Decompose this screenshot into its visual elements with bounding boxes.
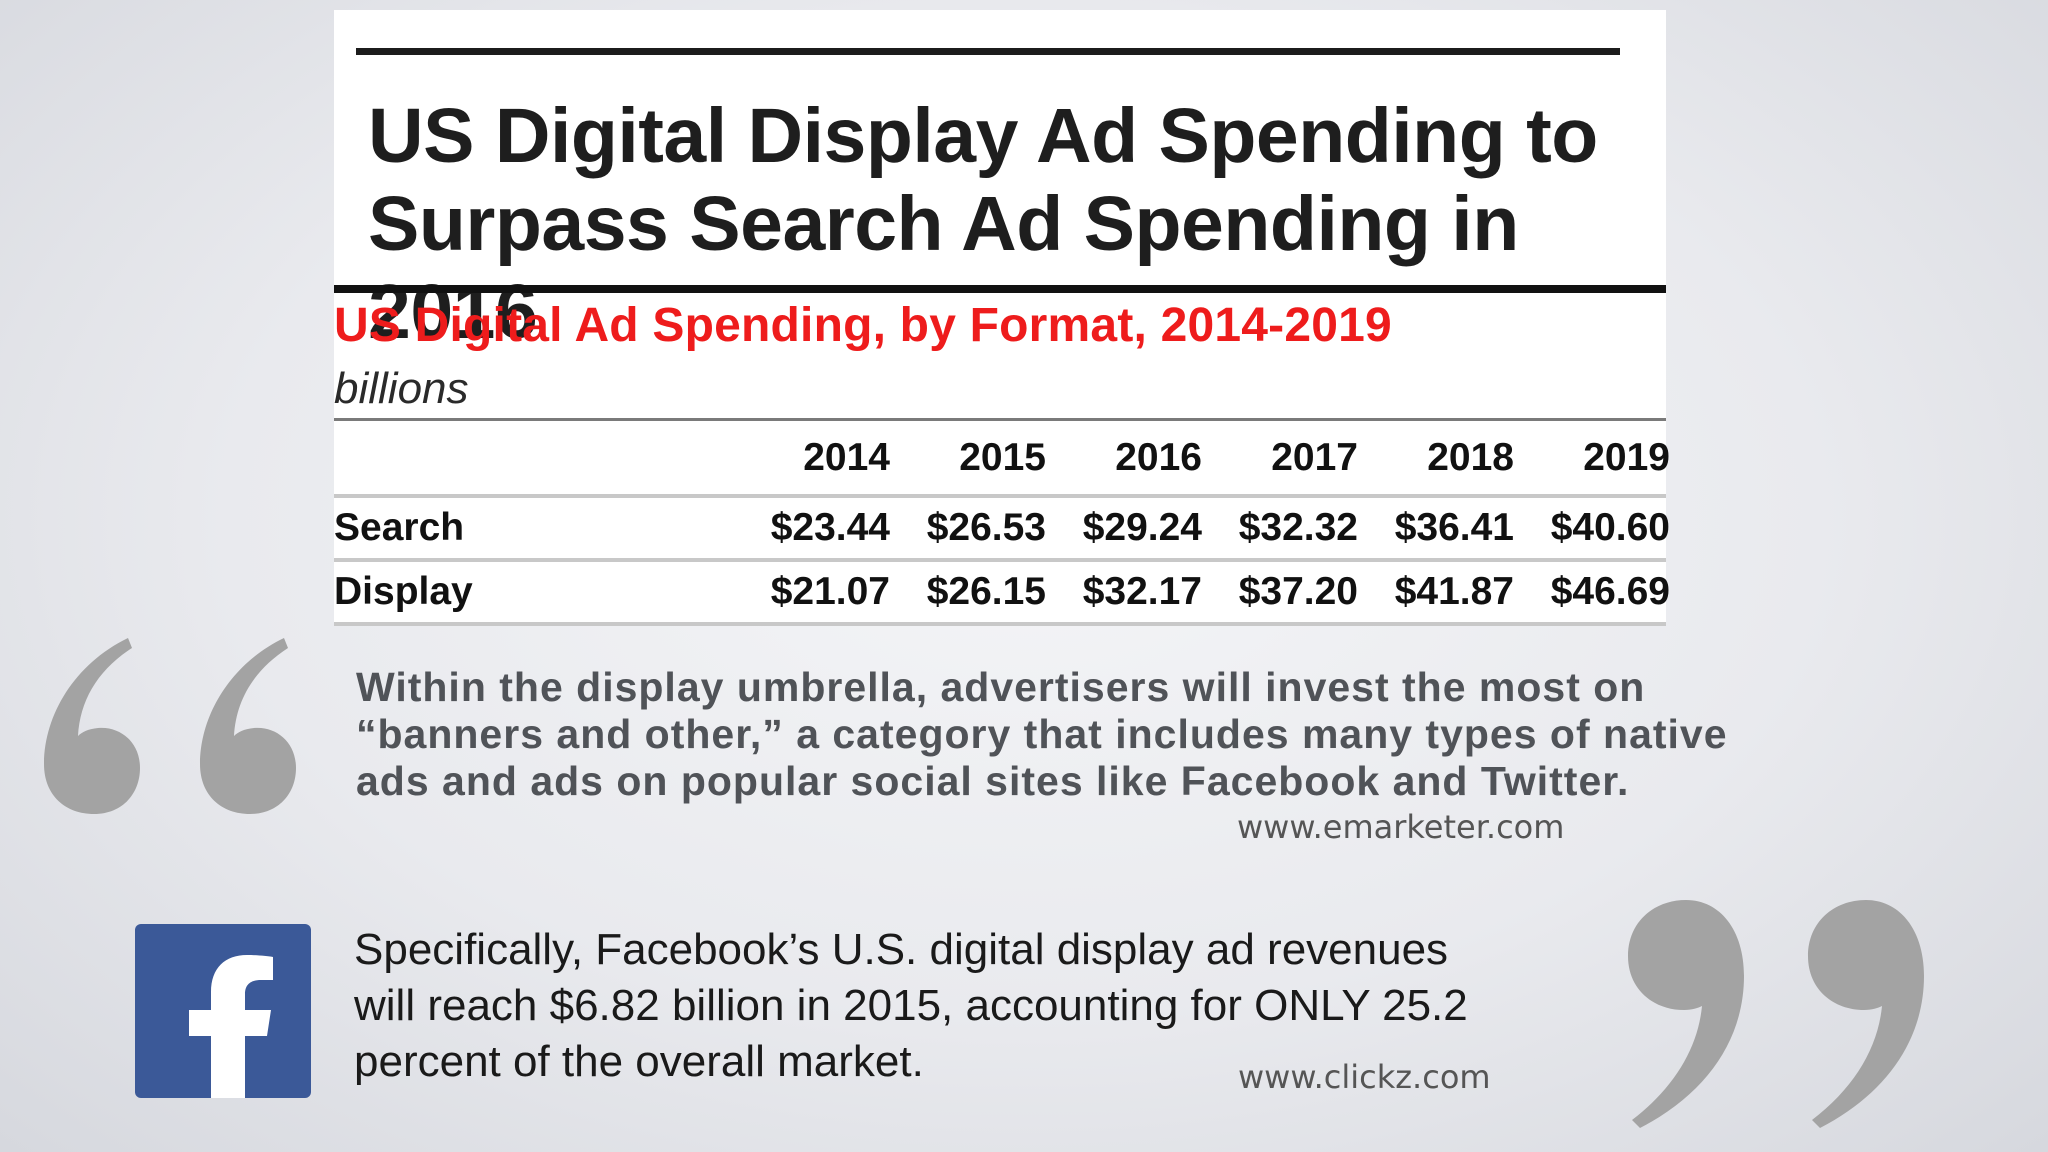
- top-rule: [356, 48, 1620, 55]
- table-row-display: Display $21.07 $26.15 $32.17 $37.20 $41.…: [334, 562, 1670, 626]
- column-header: 2019: [1583, 435, 1670, 479]
- table-row-search: Search $23.44 $26.53 $29.24 $32.32 $36.4…: [334, 498, 1670, 562]
- table-cell: $32.32: [1238, 506, 1358, 549]
- chart-title: US Digital Ad Spending, by Format, 2014-…: [334, 299, 1392, 352]
- facebook-logo: [135, 924, 311, 1098]
- table-cell: $46.69: [1550, 570, 1670, 613]
- table-cell: $40.60: [1550, 506, 1670, 549]
- source-emarketer: www.emarketer.com: [1237, 808, 1565, 846]
- row-label: Display: [334, 570, 473, 613]
- table-cell: $23.44: [770, 506, 890, 549]
- column-header: 2017: [1271, 435, 1358, 479]
- source-clickz: www.clickz.com: [1238, 1058, 1491, 1096]
- table-cell: $37.20: [1238, 570, 1358, 613]
- row-label: Search: [334, 506, 465, 549]
- table-cell: $26.53: [926, 506, 1046, 549]
- table-header-row: 2014 2015 2016 2017 2018 2019: [334, 418, 1670, 498]
- table-cell: $32.17: [1082, 570, 1202, 613]
- chart-units: billions: [334, 364, 469, 413]
- facebook-f-icon: [189, 955, 273, 1098]
- table-cell: $41.87: [1394, 570, 1514, 613]
- data-table: 2014 2015 2016 2017 2018 2019 Search $23…: [334, 418, 1670, 626]
- table-cell: $36.41: [1394, 506, 1514, 549]
- column-header: 2016: [1115, 435, 1202, 479]
- column-header: 2018: [1427, 435, 1514, 479]
- headline: US Digital Display Ad Spending to Surpas…: [368, 93, 1598, 355]
- table-cell: $26.15: [926, 570, 1046, 613]
- close-quote-icon: [1628, 900, 1924, 1128]
- table-cell: $21.07: [770, 570, 890, 613]
- column-header: 2014: [803, 435, 890, 479]
- quote-emarketer: Within the display umbrella, advertisers…: [356, 664, 1728, 804]
- column-header: 2015: [959, 435, 1046, 479]
- open-quote-icon: [44, 638, 296, 814]
- chart-card: US Digital Display Ad Spending to Surpas…: [334, 10, 1670, 626]
- headline-divider: [334, 285, 1666, 293]
- table-cell: $29.24: [1082, 506, 1202, 549]
- quote-clickz: Specifically, Facebook’s U.S. digital di…: [354, 925, 1468, 1086]
